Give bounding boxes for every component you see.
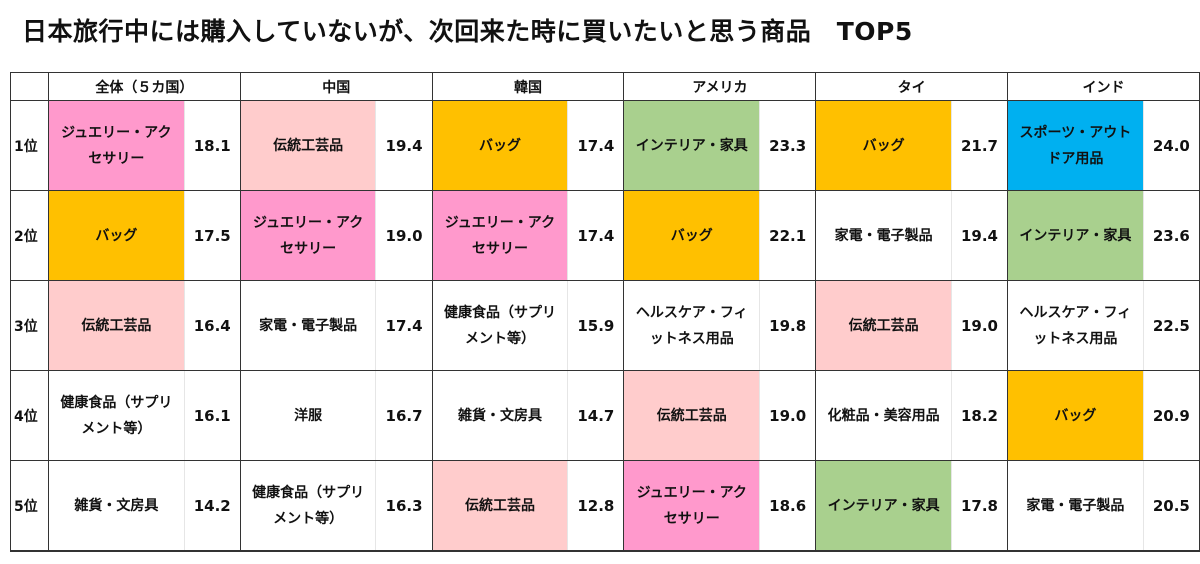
value-cell: 22.5: [1142, 280, 1200, 371]
page-title: 日本旅行中には購入していないが、次回来た時に買いたいと思う商品 TOP5: [22, 17, 913, 46]
value-cell: 14.7: [567, 370, 625, 461]
table-row: 4位 健康食品（サプリメント等） 16.1 洋服 16.7 雑貨・文房具 14.7 伝統工芸品…: [9, 370, 1200, 461]
value-cell: 16.4: [183, 280, 241, 371]
value-cell: 18.6: [759, 460, 817, 552]
item-cell: インテリア・家具: [815, 460, 952, 552]
value-cell: 17.8: [950, 460, 1009, 552]
item-cell: 健康食品（サプリメント等）: [48, 370, 185, 461]
item-cell: バッグ: [815, 100, 952, 191]
value-cell: 20.9: [1142, 370, 1200, 461]
item-cell: 伝統工芸品: [48, 280, 185, 371]
rank-label: 5位: [9, 460, 50, 552]
item-cell: ヘルスケア・フィットネス用品: [1007, 280, 1144, 371]
header-corner: [9, 72, 50, 101]
item-cell: インテリア・家具: [1007, 190, 1144, 281]
value-cell: 24.0: [1142, 100, 1200, 191]
value-cell: 18.1: [183, 100, 241, 191]
rank-label: 1位: [9, 100, 50, 191]
value-cell: 19.4: [950, 190, 1009, 281]
item-cell: 洋服: [239, 370, 376, 461]
header-overall: 全体（５カ国）: [48, 72, 241, 101]
value-cell: 17.4: [567, 100, 625, 191]
table-row: 3位 伝統工芸品 16.4 家電・電子製品 17.4 健康食品（サプリメント等） 15.9 ヘ…: [9, 280, 1200, 371]
value-cell: 14.2: [183, 460, 241, 552]
value-cell: 23.3: [759, 100, 817, 191]
value-cell: 16.1: [183, 370, 241, 461]
header-usa: アメリカ: [623, 72, 817, 101]
value-cell: 17.5: [183, 190, 241, 281]
value-cell: 20.5: [1142, 460, 1200, 552]
header-korea: 韓国: [431, 72, 625, 101]
item-cell: 化粧品・美容用品: [815, 370, 952, 461]
value-cell: 15.9: [567, 280, 625, 371]
rank-label: 4位: [9, 370, 50, 461]
value-cell: 22.1: [759, 190, 817, 281]
item-cell: 伝統工芸品: [239, 100, 376, 191]
value-cell: 19.0: [375, 190, 433, 281]
item-cell: 伝統工芸品: [431, 460, 568, 552]
value-cell: 19.4: [375, 100, 433, 191]
item-cell: バッグ: [623, 190, 760, 281]
value-cell: 23.6: [1142, 190, 1200, 281]
rank-label: 2位: [9, 190, 50, 281]
item-cell: ジュエリー・アクセサリー: [239, 190, 376, 281]
ranking-table: 全体（５カ国） 中国 韓国 アメリカ タイ インド 1位 ジュエリー・アクセサリー…: [9, 72, 1200, 552]
item-cell: バッグ: [431, 100, 568, 191]
item-cell: 家電・電子製品: [815, 190, 952, 281]
value-cell: 16.3: [375, 460, 433, 552]
header-india: インド: [1007, 72, 1200, 101]
value-cell: 18.2: [950, 370, 1009, 461]
item-cell: 健康食品（サプリメント等）: [431, 280, 568, 371]
item-cell: 雑貨・文房具: [48, 460, 185, 552]
table-row: 5位 雑貨・文房具 14.2 健康食品（サプリメント等） 16.3 伝統工芸品 12.8 ジュ…: [9, 460, 1200, 552]
item-cell: スポーツ・アウトドア用品: [1007, 100, 1144, 191]
item-cell: 雑貨・文房具: [431, 370, 568, 461]
item-cell: 健康食品（サプリメント等）: [239, 460, 376, 552]
item-cell: 伝統工芸品: [815, 280, 952, 371]
value-cell: 21.7: [950, 100, 1009, 191]
header-thailand: タイ: [815, 72, 1009, 101]
item-cell: ジュエリー・アクセサリー: [623, 460, 760, 552]
item-cell: 家電・電子製品: [1007, 460, 1144, 552]
item-cell: バッグ: [48, 190, 185, 281]
value-cell: 19.0: [950, 280, 1009, 371]
table-row: 2位 バッグ 17.5 ジュエリー・アクセサリー 19.0 ジュエリー・アクセサリー 17.…: [9, 190, 1200, 281]
rank-label: 3位: [9, 280, 50, 371]
item-cell: 家電・電子製品: [239, 280, 376, 371]
value-cell: 19.0: [759, 370, 817, 461]
value-cell: 16.7: [375, 370, 433, 461]
item-cell: バッグ: [1007, 370, 1144, 461]
item-cell: インテリア・家具: [623, 100, 760, 191]
item-cell: ヘルスケア・フィットネス用品: [623, 280, 760, 371]
header-china: 中国: [239, 72, 433, 101]
table-row: 1位 ジュエリー・アクセサリー 18.1 伝統工芸品 19.4 バッグ 17.4 インテリア・…: [9, 100, 1200, 191]
value-cell: 17.4: [375, 280, 433, 371]
value-cell: 19.8: [759, 280, 817, 371]
value-cell: 12.8: [567, 460, 625, 552]
item-cell: ジュエリー・アクセサリー: [48, 100, 185, 191]
item-cell: ジュエリー・アクセサリー: [431, 190, 568, 281]
value-cell: 17.4: [567, 190, 625, 281]
item-cell: 伝統工芸品: [623, 370, 760, 461]
header-row: 全体（５カ国） 中国 韓国 アメリカ タイ インド: [9, 72, 1200, 101]
